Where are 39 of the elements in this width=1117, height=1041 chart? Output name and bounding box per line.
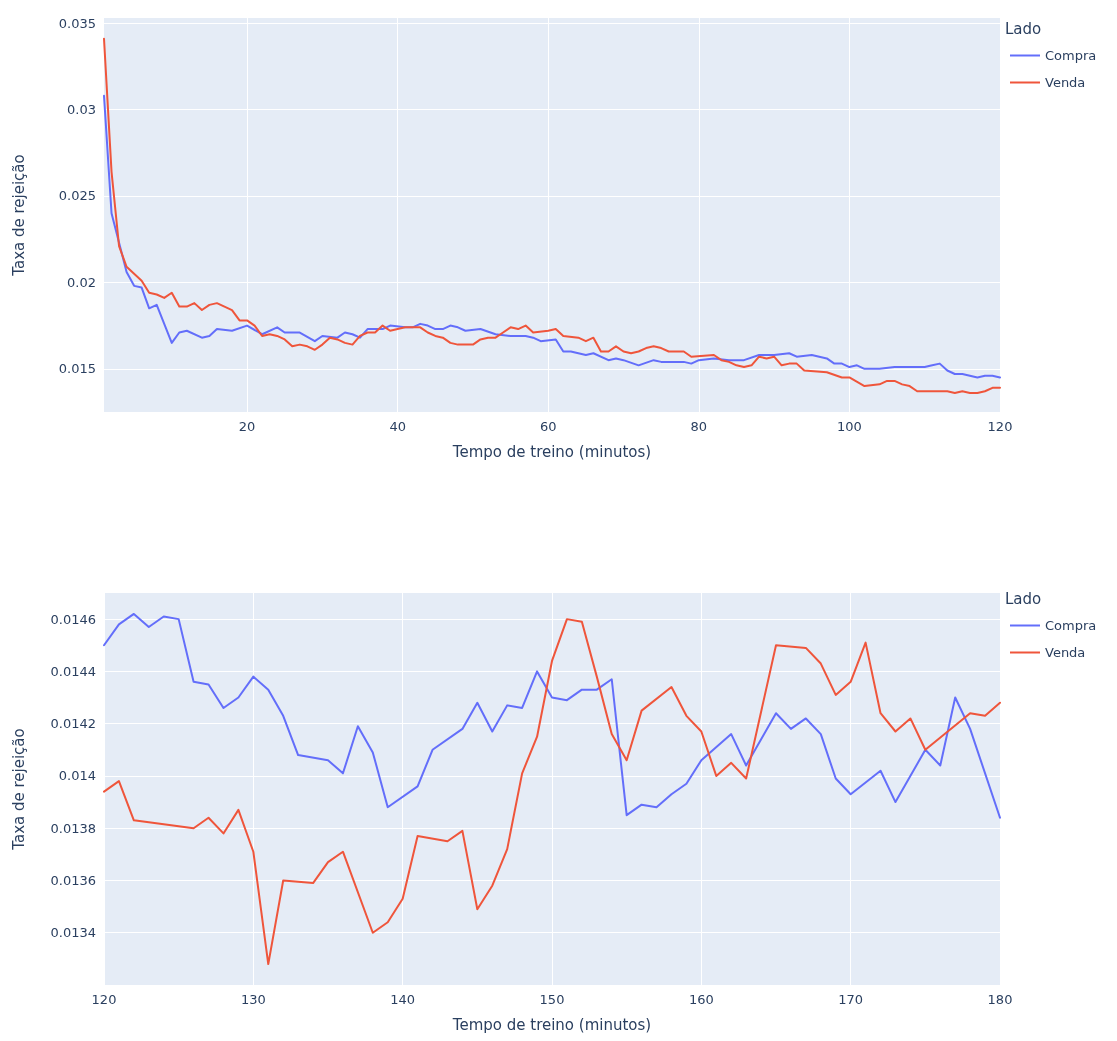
x-axis-title: Tempo de treino (minutos): [451, 442, 652, 461]
x-tick-label: 130: [240, 992, 266, 1007]
legend-label: Compra: [1045, 48, 1097, 63]
y-tick-label: 0.02: [67, 274, 96, 290]
legend-label: Venda: [1045, 645, 1086, 660]
y-tick-label: 0.03: [67, 102, 96, 118]
x-axis-title: Tempo de treino (minutos): [451, 1015, 652, 1034]
x-tick-label: 170: [838, 992, 864, 1007]
line-series: [103, 612, 1001, 819]
y-tick-label: 0.035: [58, 15, 96, 31]
legend-title: Lado: [1005, 19, 1042, 38]
y-tick-label: 0.0138: [50, 820, 96, 836]
x-tick-label: 180: [987, 992, 1013, 1007]
y-tick-label: 0.0134: [50, 925, 96, 941]
x-tick-label: 40: [389, 419, 406, 434]
x-tick-label: 100: [837, 419, 862, 434]
y-tick-label: 0.025: [58, 188, 96, 204]
x-tick-label: 160: [688, 992, 714, 1007]
legend-label: Venda: [1045, 75, 1086, 90]
y-tick-label: 0.014: [58, 768, 96, 784]
x-tick-label: 140: [390, 992, 416, 1007]
x-tick-label: 80: [690, 419, 708, 434]
y-axis-title: Taxa de rejeição: [9, 728, 28, 851]
y-axis-title: Taxa de rejeição: [9, 154, 28, 277]
x-tick-label: 150: [539, 992, 565, 1007]
legend-label: Compra: [1045, 618, 1097, 633]
line-series: [103, 618, 1001, 966]
y-tick-label: 0.0144: [50, 663, 96, 679]
x-tick-label: 60: [539, 419, 557, 434]
y-tick-label: 0.0142: [50, 716, 96, 732]
y-tick-label: 0.0136: [50, 872, 96, 888]
x-tick-label: 120: [987, 419, 1013, 434]
line-series: [103, 37, 1001, 394]
x-tick-label: 120: [91, 992, 117, 1007]
legend-title: Lado: [1005, 589, 1042, 608]
y-tick-label: 0.015: [58, 361, 96, 377]
y-tick-label: 0.0146: [50, 611, 96, 627]
line-series: [103, 94, 1001, 379]
x-tick-label: 20: [238, 419, 256, 434]
